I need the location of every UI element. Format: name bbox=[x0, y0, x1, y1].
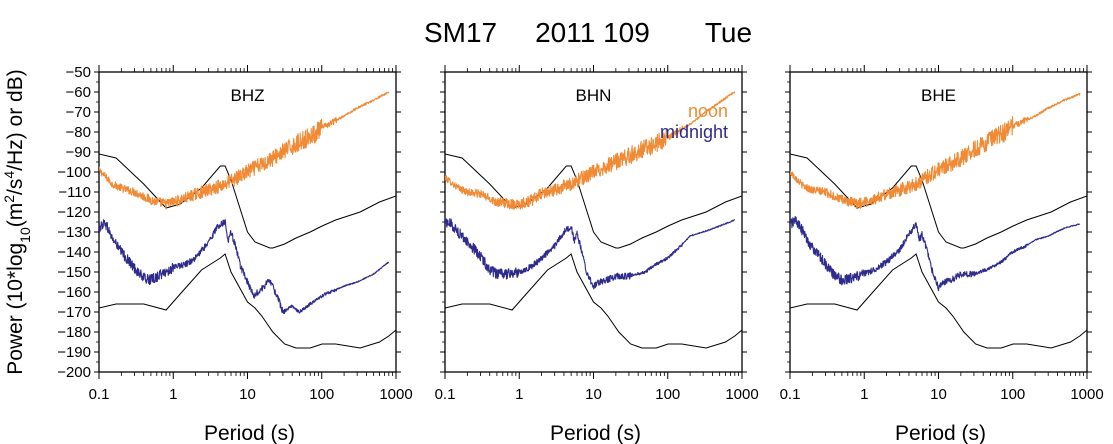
legend-midnight: midnight bbox=[660, 122, 728, 142]
title-station: SM17 bbox=[424, 17, 497, 48]
y-label-sup2: 4 bbox=[1, 171, 17, 179]
noon-series-line bbox=[790, 92, 1081, 209]
x-tick-label: 10 bbox=[930, 386, 947, 403]
plot-area bbox=[99, 91, 396, 349]
x-tick-label: 10 bbox=[239, 386, 256, 403]
y-tick-label: −120 bbox=[57, 204, 91, 221]
y-label-suffix: /Hz) or dB) bbox=[4, 69, 27, 171]
y-tick-label: −60 bbox=[66, 84, 91, 101]
x-tick-label: 1 bbox=[860, 386, 868, 403]
y-tick-label: −150 bbox=[57, 264, 91, 281]
y-tick-label: −180 bbox=[57, 324, 91, 341]
y-tick-label: −80 bbox=[66, 124, 91, 141]
y-label-mid2: /s bbox=[4, 179, 27, 195]
title-day: Tue bbox=[705, 17, 752, 48]
x-tick-label: 100 bbox=[1000, 386, 1025, 403]
y-tick-label: −50 bbox=[66, 64, 91, 81]
y-tick-label: −100 bbox=[57, 164, 91, 181]
noon-series-line bbox=[99, 91, 390, 210]
y-label-mid1: (m bbox=[4, 203, 27, 228]
y-tick-label: −70 bbox=[66, 104, 91, 121]
plot-frame bbox=[789, 71, 1088, 373]
x-tick-label: 1000 bbox=[379, 386, 412, 403]
x-tick-label: 0.1 bbox=[435, 386, 456, 403]
y-tick-label: −140 bbox=[57, 244, 91, 261]
x-tick-label: 1 bbox=[515, 386, 523, 403]
title-date: 2011 109 bbox=[535, 17, 650, 48]
x-tick-label: 1 bbox=[169, 386, 177, 403]
midnight-series-line bbox=[790, 215, 1081, 292]
x-axis-label: Period (s) bbox=[895, 422, 986, 444]
plot-frame bbox=[98, 71, 397, 373]
low-noise-model-line bbox=[790, 253, 1087, 349]
x-tick-label: 10 bbox=[585, 386, 602, 403]
plot-area bbox=[445, 91, 742, 349]
x-axis-label: Period (s) bbox=[550, 422, 641, 444]
plot-area bbox=[790, 92, 1087, 349]
y-tick-label: −200 bbox=[57, 364, 91, 381]
y-tick-label: −160 bbox=[57, 284, 91, 301]
legend-noon: noon bbox=[688, 101, 728, 121]
x-tick-label: 1000 bbox=[725, 386, 758, 403]
y-axis-label: Power (10*log10(m2/s4/Hz) or dB) bbox=[1, 69, 33, 374]
x-tick-label: 0.1 bbox=[780, 386, 801, 403]
x-tick-label: 100 bbox=[655, 386, 680, 403]
chart-title: SM17 2011 109 Tue bbox=[424, 17, 752, 48]
midnight-series-line bbox=[445, 218, 736, 290]
panel-bhe: 0.1 1 10 100 1000 Period (s) BHE bbox=[780, 65, 1104, 444]
y-tick-label: −90 bbox=[66, 144, 91, 161]
midnight-series-line bbox=[99, 219, 390, 315]
y-tick-label: −170 bbox=[57, 304, 91, 321]
panel-bhz: −50 −60 −70 −80 −90 −100 −110 −120 −130 −140 −150 −… bbox=[57, 64, 412, 444]
panels: −50 −60 −70 −80 −90 −100 −110 −120 −130 −140 −150 −… bbox=[57, 64, 1103, 444]
x-tick-label: 100 bbox=[309, 386, 334, 403]
y-tick-label: −110 bbox=[58, 184, 91, 201]
y-label-sup1: 2 bbox=[1, 195, 17, 203]
low-noise-model-line bbox=[445, 253, 742, 349]
y-tick-label: −190 bbox=[57, 344, 91, 361]
panel-label: BHN bbox=[576, 86, 612, 105]
low-noise-model-line bbox=[99, 253, 396, 349]
high-noise-model-line bbox=[99, 153, 396, 249]
y-label-sub: 10 bbox=[17, 227, 33, 243]
panel-label: BHE bbox=[921, 86, 956, 105]
panel-label: BHZ bbox=[231, 86, 265, 105]
x-tick-label: 0.1 bbox=[89, 386, 110, 403]
x-axis-label: Period (s) bbox=[204, 422, 295, 444]
y-tick-label: −130 bbox=[57, 224, 91, 241]
x-tick-label: 1000 bbox=[1070, 386, 1103, 403]
noon-series-line bbox=[445, 91, 736, 210]
y-label-prefix: Power (10*log bbox=[4, 243, 27, 375]
